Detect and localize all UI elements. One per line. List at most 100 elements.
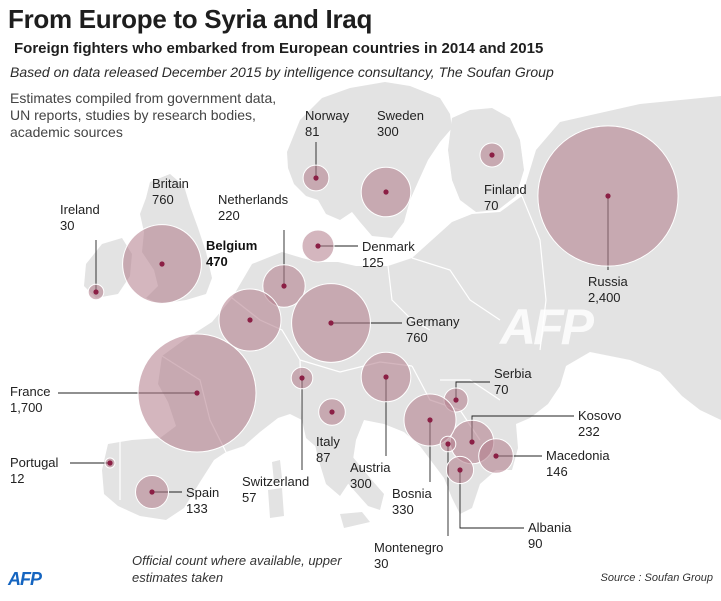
fighter-count: 133 bbox=[186, 501, 208, 516]
label-bosnia: Bosnia 330 bbox=[392, 486, 432, 518]
label-france: France 1,700 bbox=[10, 384, 50, 416]
label-austria: Austria 300 bbox=[350, 460, 390, 492]
marker-finland bbox=[489, 152, 495, 158]
label-montenegro: Montenegro 30 bbox=[374, 540, 443, 572]
marker-serbia bbox=[453, 397, 459, 403]
country-name: Finland bbox=[484, 182, 527, 197]
label-ireland: Ireland 30 bbox=[60, 202, 100, 234]
label-denmark: Denmark 125 bbox=[362, 239, 415, 271]
fighter-count: 760 bbox=[152, 192, 174, 207]
fighter-count: 300 bbox=[377, 124, 399, 139]
country-name: Bosnia bbox=[392, 486, 432, 501]
label-portugal: Portugal 12 bbox=[10, 455, 58, 487]
marker-portugal bbox=[107, 460, 113, 466]
afp-watermark: AFP bbox=[500, 299, 594, 355]
fighter-count: 2,400 bbox=[588, 290, 621, 305]
country-name: Italy bbox=[316, 434, 340, 449]
fighter-count: 87 bbox=[316, 450, 331, 465]
fighter-count: 12 bbox=[10, 471, 25, 486]
marker-germany bbox=[328, 320, 334, 326]
marker-britain bbox=[159, 261, 165, 267]
marker-bosnia bbox=[427, 417, 433, 423]
afp-logo: AFP bbox=[8, 569, 42, 589]
scandinavia-landmass bbox=[287, 82, 452, 238]
marker-montenegro bbox=[445, 441, 451, 447]
page-subtitle: Foreign fighters who embarked from Europ… bbox=[14, 40, 544, 57]
marker-macedonia bbox=[493, 453, 499, 459]
marker-belgium bbox=[247, 317, 253, 323]
fighter-count: 146 bbox=[546, 464, 568, 479]
country-name: Macedonia bbox=[546, 448, 610, 463]
label-macedonia: Macedonia 146 bbox=[546, 448, 610, 480]
marker-kosovo bbox=[469, 439, 475, 445]
country-name: Austria bbox=[350, 460, 391, 475]
fighter-count: 70 bbox=[494, 382, 509, 397]
marker-norway bbox=[313, 175, 319, 181]
label-switzerland: Switzerland 57 bbox=[242, 474, 309, 506]
data-basis-note: Based on data released December 2015 by … bbox=[10, 64, 554, 80]
marker-denmark bbox=[315, 243, 321, 249]
country-name: Norway bbox=[305, 108, 350, 123]
fighter-count: 232 bbox=[578, 424, 600, 439]
fighter-count: 220 bbox=[218, 208, 240, 223]
fighter-count: 81 bbox=[305, 124, 320, 139]
sicily-landmass bbox=[340, 512, 370, 528]
country-name: Montenegro bbox=[374, 540, 444, 555]
label-norway: Norway 81 bbox=[305, 108, 349, 140]
marker-albania bbox=[457, 467, 463, 473]
marker-italy bbox=[329, 409, 335, 415]
border-line bbox=[440, 379, 501, 401]
fighter-count: 330 bbox=[392, 502, 414, 517]
label-britain: Britain 760 bbox=[152, 176, 189, 208]
label-spain: Spain 133 bbox=[186, 485, 219, 517]
marker-spain bbox=[149, 489, 155, 495]
italy-landmass bbox=[302, 420, 384, 510]
border-line bbox=[521, 195, 547, 351]
label-italy: Italy 87 bbox=[316, 434, 340, 466]
marker-sweden bbox=[383, 189, 389, 195]
fighter-count: 470 bbox=[206, 254, 228, 269]
marker-switzerland bbox=[299, 375, 305, 381]
label-kosovo: Kosovo 232 bbox=[578, 408, 621, 440]
country-name: Portugal bbox=[10, 455, 59, 470]
fighter-count: 125 bbox=[362, 255, 384, 270]
methodology-note: Estimates compiled from government data,… bbox=[10, 90, 277, 140]
fighter-count: 300 bbox=[350, 476, 372, 491]
marker-russia bbox=[605, 193, 611, 199]
country-name: Germany bbox=[406, 314, 460, 329]
label-germany: Germany 760 bbox=[406, 314, 459, 346]
label-sweden: Sweden 300 bbox=[377, 108, 424, 140]
country-name: Albania bbox=[528, 520, 572, 535]
country-name: Spain bbox=[186, 485, 220, 500]
fighter-count: 30 bbox=[60, 218, 75, 233]
fighter-count: 1,700 bbox=[10, 400, 43, 415]
fighter-count: 90 bbox=[528, 536, 543, 551]
label-finland: Finland 70 bbox=[484, 182, 527, 214]
country-name: France bbox=[10, 384, 51, 399]
country-name: Britain bbox=[152, 176, 189, 191]
fighter-count: 760 bbox=[406, 330, 428, 345]
corsica-landmass bbox=[272, 460, 282, 482]
country-name: Belgium bbox=[206, 238, 258, 253]
country-name: Kosovo bbox=[578, 408, 622, 423]
marker-austria bbox=[383, 374, 389, 380]
label-russia: Russia 2,400 bbox=[588, 274, 628, 306]
label-netherlands: Netherlands 220 bbox=[218, 192, 288, 224]
marker-ireland bbox=[93, 289, 99, 295]
country-markers bbox=[93, 152, 611, 495]
country-name: Ireland bbox=[60, 202, 100, 217]
fighter-count: 30 bbox=[374, 556, 389, 571]
country-name: Netherlands bbox=[218, 192, 289, 207]
page-title: From Europe to Syria and Iraq bbox=[8, 4, 373, 34]
country-name: Switzerland bbox=[242, 474, 310, 489]
sardinia-landmass bbox=[268, 488, 284, 518]
marker-netherlands bbox=[281, 283, 287, 289]
label-belgium: Belgium 470 bbox=[206, 238, 257, 270]
country-name: Denmark bbox=[362, 239, 415, 254]
border-line bbox=[411, 257, 501, 321]
country-name: Serbia bbox=[494, 366, 532, 381]
source-credit: Source : Soufan Group bbox=[600, 572, 713, 584]
footnote: Official count where available, upper es… bbox=[132, 553, 342, 585]
